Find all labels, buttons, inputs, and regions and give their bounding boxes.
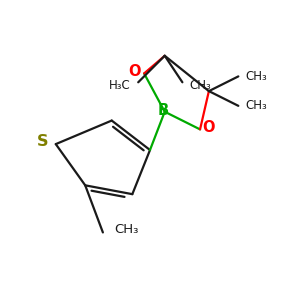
Text: CH₃: CH₃	[246, 70, 267, 83]
Text: O: O	[202, 120, 215, 135]
Text: H₃C: H₃C	[109, 79, 131, 92]
Text: CH₃: CH₃	[115, 223, 139, 236]
Text: B: B	[158, 103, 169, 118]
Text: CH₃: CH₃	[246, 99, 267, 112]
Text: CH₃: CH₃	[190, 79, 212, 92]
Text: O: O	[128, 64, 141, 80]
Text: S: S	[37, 134, 48, 149]
